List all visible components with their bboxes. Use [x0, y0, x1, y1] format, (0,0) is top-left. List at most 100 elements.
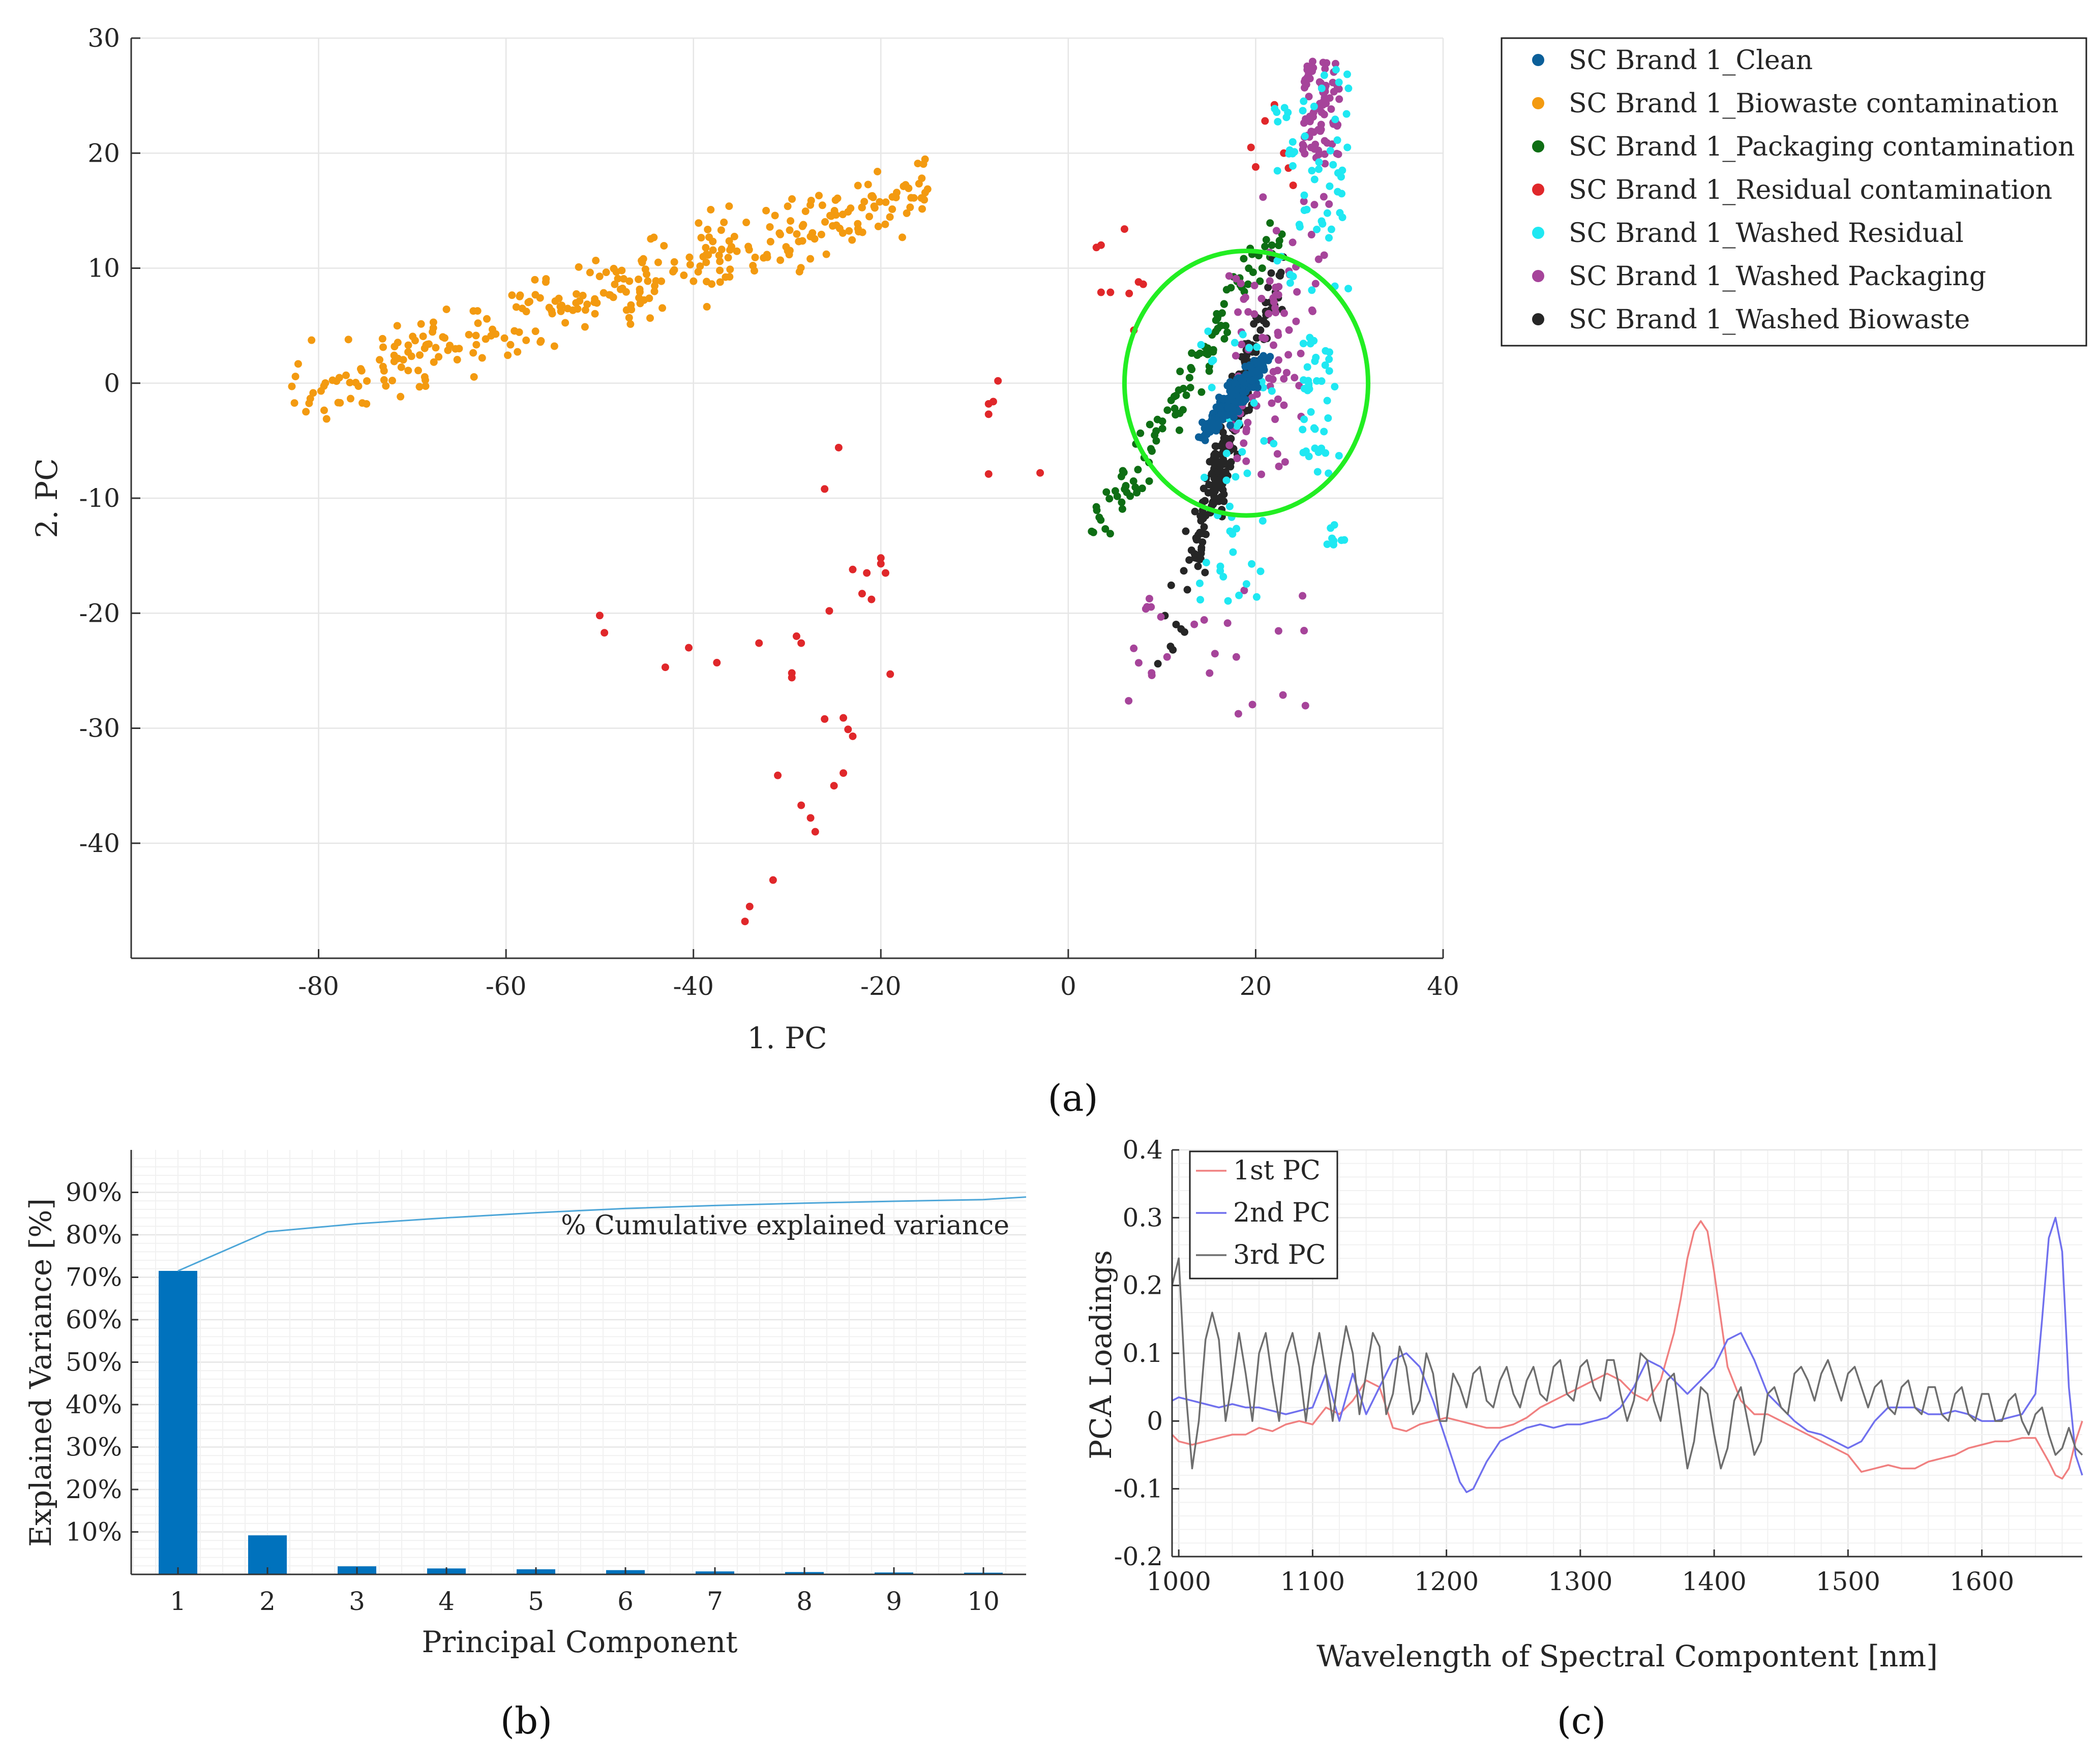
data-point — [1273, 450, 1281, 458]
x-tick-label: -60 — [486, 971, 527, 1001]
data-point — [1270, 298, 1278, 306]
data-point — [660, 241, 668, 250]
data-point — [548, 310, 556, 318]
data-point — [984, 410, 993, 418]
data-point — [586, 268, 594, 277]
x-tick-label: 20 — [1240, 971, 1272, 1001]
data-point — [1272, 227, 1280, 235]
data-point — [834, 443, 843, 451]
data-point — [650, 233, 658, 241]
data-point — [1239, 377, 1247, 385]
data-point — [703, 302, 711, 311]
y-tick-label: 0 — [104, 369, 120, 398]
data-point — [775, 229, 784, 237]
data-point — [469, 307, 477, 315]
data-point — [1202, 559, 1210, 567]
x-tick-label: 6 — [617, 1587, 634, 1616]
data-point — [1243, 469, 1251, 477]
data-point — [644, 277, 652, 285]
data-point — [344, 336, 352, 344]
y-tick-label: 50% — [66, 1348, 122, 1377]
data-point — [1258, 264, 1266, 272]
data-point — [1269, 368, 1277, 376]
data-point — [798, 237, 806, 245]
panel-b-bar-chart: 1 2 3 4 5 6 7 8 9 10 10% 20% 30% 40% 50% 60% 70% 80% 90% %… — [23, 1150, 1027, 1742]
data-point — [391, 343, 399, 351]
data-point — [1222, 286, 1231, 294]
data-point — [1242, 428, 1250, 436]
data-point — [380, 376, 388, 384]
data-point — [1134, 466, 1142, 474]
data-point — [1220, 300, 1228, 308]
data-point — [826, 211, 834, 220]
legend-entry: SC Brand 1_Residual contamination — [1569, 175, 2052, 205]
data-point — [709, 246, 717, 254]
data-point — [474, 319, 482, 327]
data-point — [429, 318, 437, 326]
data-point — [1256, 567, 1265, 575]
y-tick-label: -30 — [79, 714, 120, 743]
panel-b-tick-labels: 1 2 3 4 5 6 7 8 9 10 10% 20% 30% 40% 50% 60% 70% 80% 90% — [66, 1178, 1000, 1617]
data-point — [290, 399, 298, 407]
data-point — [869, 193, 877, 201]
data-point — [1280, 401, 1288, 409]
data-point — [551, 297, 559, 305]
data-point — [1289, 162, 1297, 170]
x-tick-label: 1200 — [1414, 1567, 1479, 1596]
data-point — [1234, 710, 1242, 718]
data-point — [1232, 275, 1240, 283]
data-point — [797, 264, 805, 272]
data-point — [730, 232, 738, 240]
data-point — [858, 590, 866, 598]
data-point — [821, 715, 829, 723]
data-point — [1125, 697, 1133, 705]
data-point — [1261, 334, 1269, 343]
x-tick-label: 7 — [707, 1587, 723, 1616]
data-point — [690, 277, 698, 285]
data-point — [1120, 468, 1128, 476]
panel-b-y-axis-title: Explained Variance [%] — [23, 1198, 58, 1547]
data-point — [397, 392, 405, 401]
data-point — [522, 336, 530, 344]
data-point — [363, 400, 371, 408]
data-point — [808, 229, 817, 237]
data-point — [308, 336, 316, 344]
data-point — [378, 334, 386, 343]
data-point — [1102, 488, 1111, 496]
data-point — [1317, 377, 1326, 385]
y-tick-label: 20% — [66, 1475, 122, 1504]
x-tick-label: -40 — [673, 971, 714, 1001]
data-point — [1216, 562, 1224, 570]
data-point — [745, 902, 754, 910]
data-point — [840, 714, 848, 722]
data-point — [1279, 691, 1287, 699]
data-point — [821, 218, 829, 226]
data-point — [1326, 182, 1334, 190]
data-point — [725, 237, 733, 245]
data-point — [1303, 66, 1311, 74]
panel-a-axes — [130, 37, 1444, 959]
data-point — [1138, 484, 1146, 493]
data-point — [1323, 209, 1331, 217]
data-point — [592, 256, 600, 264]
data-point — [1200, 616, 1208, 624]
data-point — [806, 255, 815, 263]
data-point — [1216, 404, 1224, 412]
data-point — [1196, 349, 1204, 357]
data-point — [1299, 107, 1307, 115]
data-point — [725, 202, 733, 210]
series-5 — [1125, 57, 1343, 718]
data-point — [1252, 334, 1261, 342]
data-point — [1273, 167, 1281, 175]
data-point — [472, 331, 480, 340]
data-point — [1265, 310, 1273, 318]
data-point — [1106, 530, 1114, 538]
data-point — [1158, 424, 1166, 433]
y-tick-label: 10 — [87, 254, 120, 283]
data-point — [1256, 326, 1265, 334]
data-point — [1315, 158, 1323, 166]
data-point — [882, 198, 890, 206]
y-tick-label: -20 — [79, 598, 120, 628]
data-point — [1305, 93, 1313, 101]
data-point — [1208, 424, 1216, 432]
